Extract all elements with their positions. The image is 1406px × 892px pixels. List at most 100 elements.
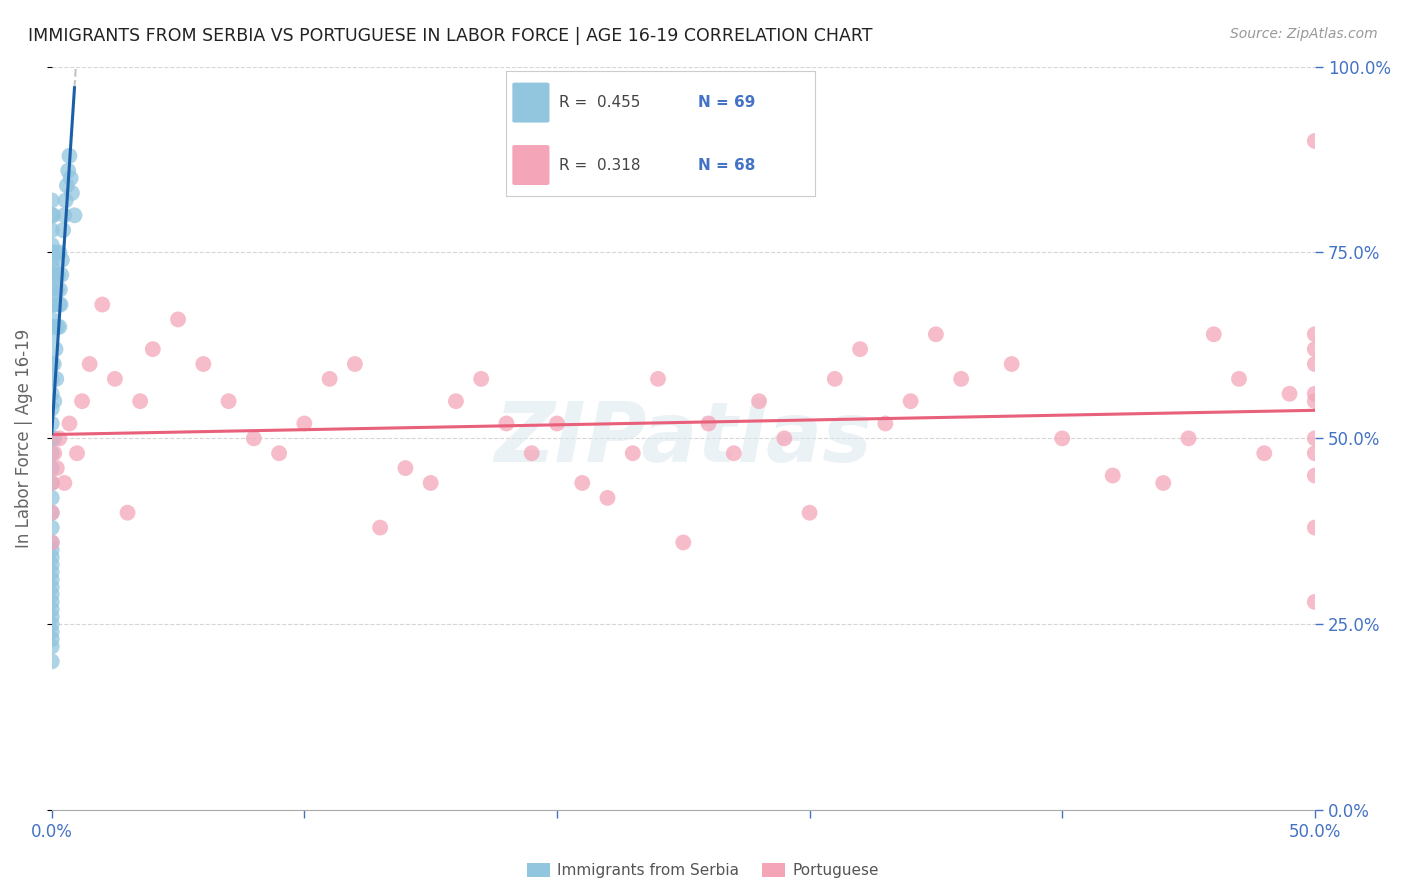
Point: [41, 194, 63, 208]
Point: [1227, 372, 1250, 386]
Point: [70, 394, 93, 409]
Point: [394, 461, 416, 475]
Point: [41, 580, 63, 594]
Point: [900, 394, 922, 409]
Point: [41, 461, 63, 475]
Point: [55, 194, 77, 208]
Point: [79, 357, 101, 371]
Point: [41, 520, 63, 534]
Point: [1303, 394, 1326, 409]
Point: [56, 178, 79, 193]
Point: [45, 461, 67, 475]
Point: [1001, 357, 1024, 371]
Point: [117, 506, 139, 520]
Point: [41, 565, 63, 579]
Point: [41, 542, 63, 557]
Point: [41, 431, 63, 445]
Point: [46, 319, 69, 334]
Point: [1303, 468, 1326, 483]
Point: [419, 475, 441, 490]
Point: [925, 327, 948, 342]
Point: [45, 245, 67, 260]
Point: [45, 372, 67, 386]
Point: [41, 446, 63, 460]
Point: [1303, 327, 1326, 342]
Point: [41, 558, 63, 572]
Point: [1050, 431, 1073, 445]
Text: IMMIGRANTS FROM SERBIA VS PORTUGUESE IN LABOR FORCE | AGE 16-19 CORRELATION CHAR: IMMIGRANTS FROM SERBIA VS PORTUGUESE IN …: [28, 27, 873, 45]
Point: [41, 283, 63, 297]
Point: [875, 417, 897, 431]
Point: [41, 401, 63, 416]
Point: [41, 655, 63, 669]
Point: [318, 372, 340, 386]
Point: [41, 506, 63, 520]
Point: [44, 394, 66, 409]
Point: [1303, 520, 1326, 534]
Point: [41, 491, 63, 505]
Point: [41, 208, 63, 222]
Point: [520, 446, 543, 460]
Point: [218, 394, 240, 409]
Point: [45, 283, 67, 297]
Point: [748, 394, 770, 409]
Point: [950, 372, 973, 386]
Point: [58, 417, 80, 431]
Point: [41, 624, 63, 639]
Point: [44, 297, 66, 311]
Point: [41, 312, 63, 326]
Point: [1303, 357, 1326, 371]
Point: [368, 520, 391, 534]
Point: [1303, 431, 1326, 445]
Point: [42, 357, 65, 371]
Point: [48, 245, 70, 260]
Point: [41, 327, 63, 342]
Point: [63, 208, 86, 222]
Point: [41, 417, 63, 431]
Point: [41, 550, 63, 565]
Point: [596, 491, 619, 505]
Point: [1303, 595, 1326, 609]
Point: [1303, 386, 1326, 401]
Point: [60, 186, 83, 200]
Point: [41, 595, 63, 609]
Point: [41, 587, 63, 601]
Point: [44, 446, 66, 460]
Point: [546, 417, 568, 431]
Point: [647, 372, 669, 386]
Text: R =  0.455: R = 0.455: [558, 95, 640, 110]
Point: [42, 319, 65, 334]
Text: Source: ZipAtlas.com: Source: ZipAtlas.com: [1230, 27, 1378, 41]
Point: [444, 394, 467, 409]
Point: [48, 431, 70, 445]
Point: [41, 386, 63, 401]
Point: [41, 609, 63, 624]
Point: [697, 417, 720, 431]
Point: [824, 372, 846, 386]
Point: [723, 446, 745, 460]
Point: [41, 223, 63, 237]
Point: [48, 297, 70, 311]
Point: [41, 535, 63, 549]
Point: [41, 506, 63, 520]
Point: [41, 238, 63, 252]
Point: [48, 319, 70, 334]
Point: [167, 312, 190, 326]
Point: [41, 602, 63, 616]
Point: [243, 431, 266, 445]
Point: [41, 268, 63, 282]
Point: [41, 252, 63, 267]
Point: [51, 268, 73, 282]
Point: [41, 357, 63, 371]
Point: [41, 245, 63, 260]
Point: [49, 297, 72, 311]
Point: [292, 417, 315, 431]
Point: [672, 535, 695, 549]
Point: [1101, 468, 1123, 483]
Point: [59, 171, 82, 186]
Point: [849, 342, 872, 356]
Point: [41, 640, 63, 654]
Point: [1253, 446, 1275, 460]
Point: [52, 223, 75, 237]
FancyBboxPatch shape: [512, 83, 550, 122]
